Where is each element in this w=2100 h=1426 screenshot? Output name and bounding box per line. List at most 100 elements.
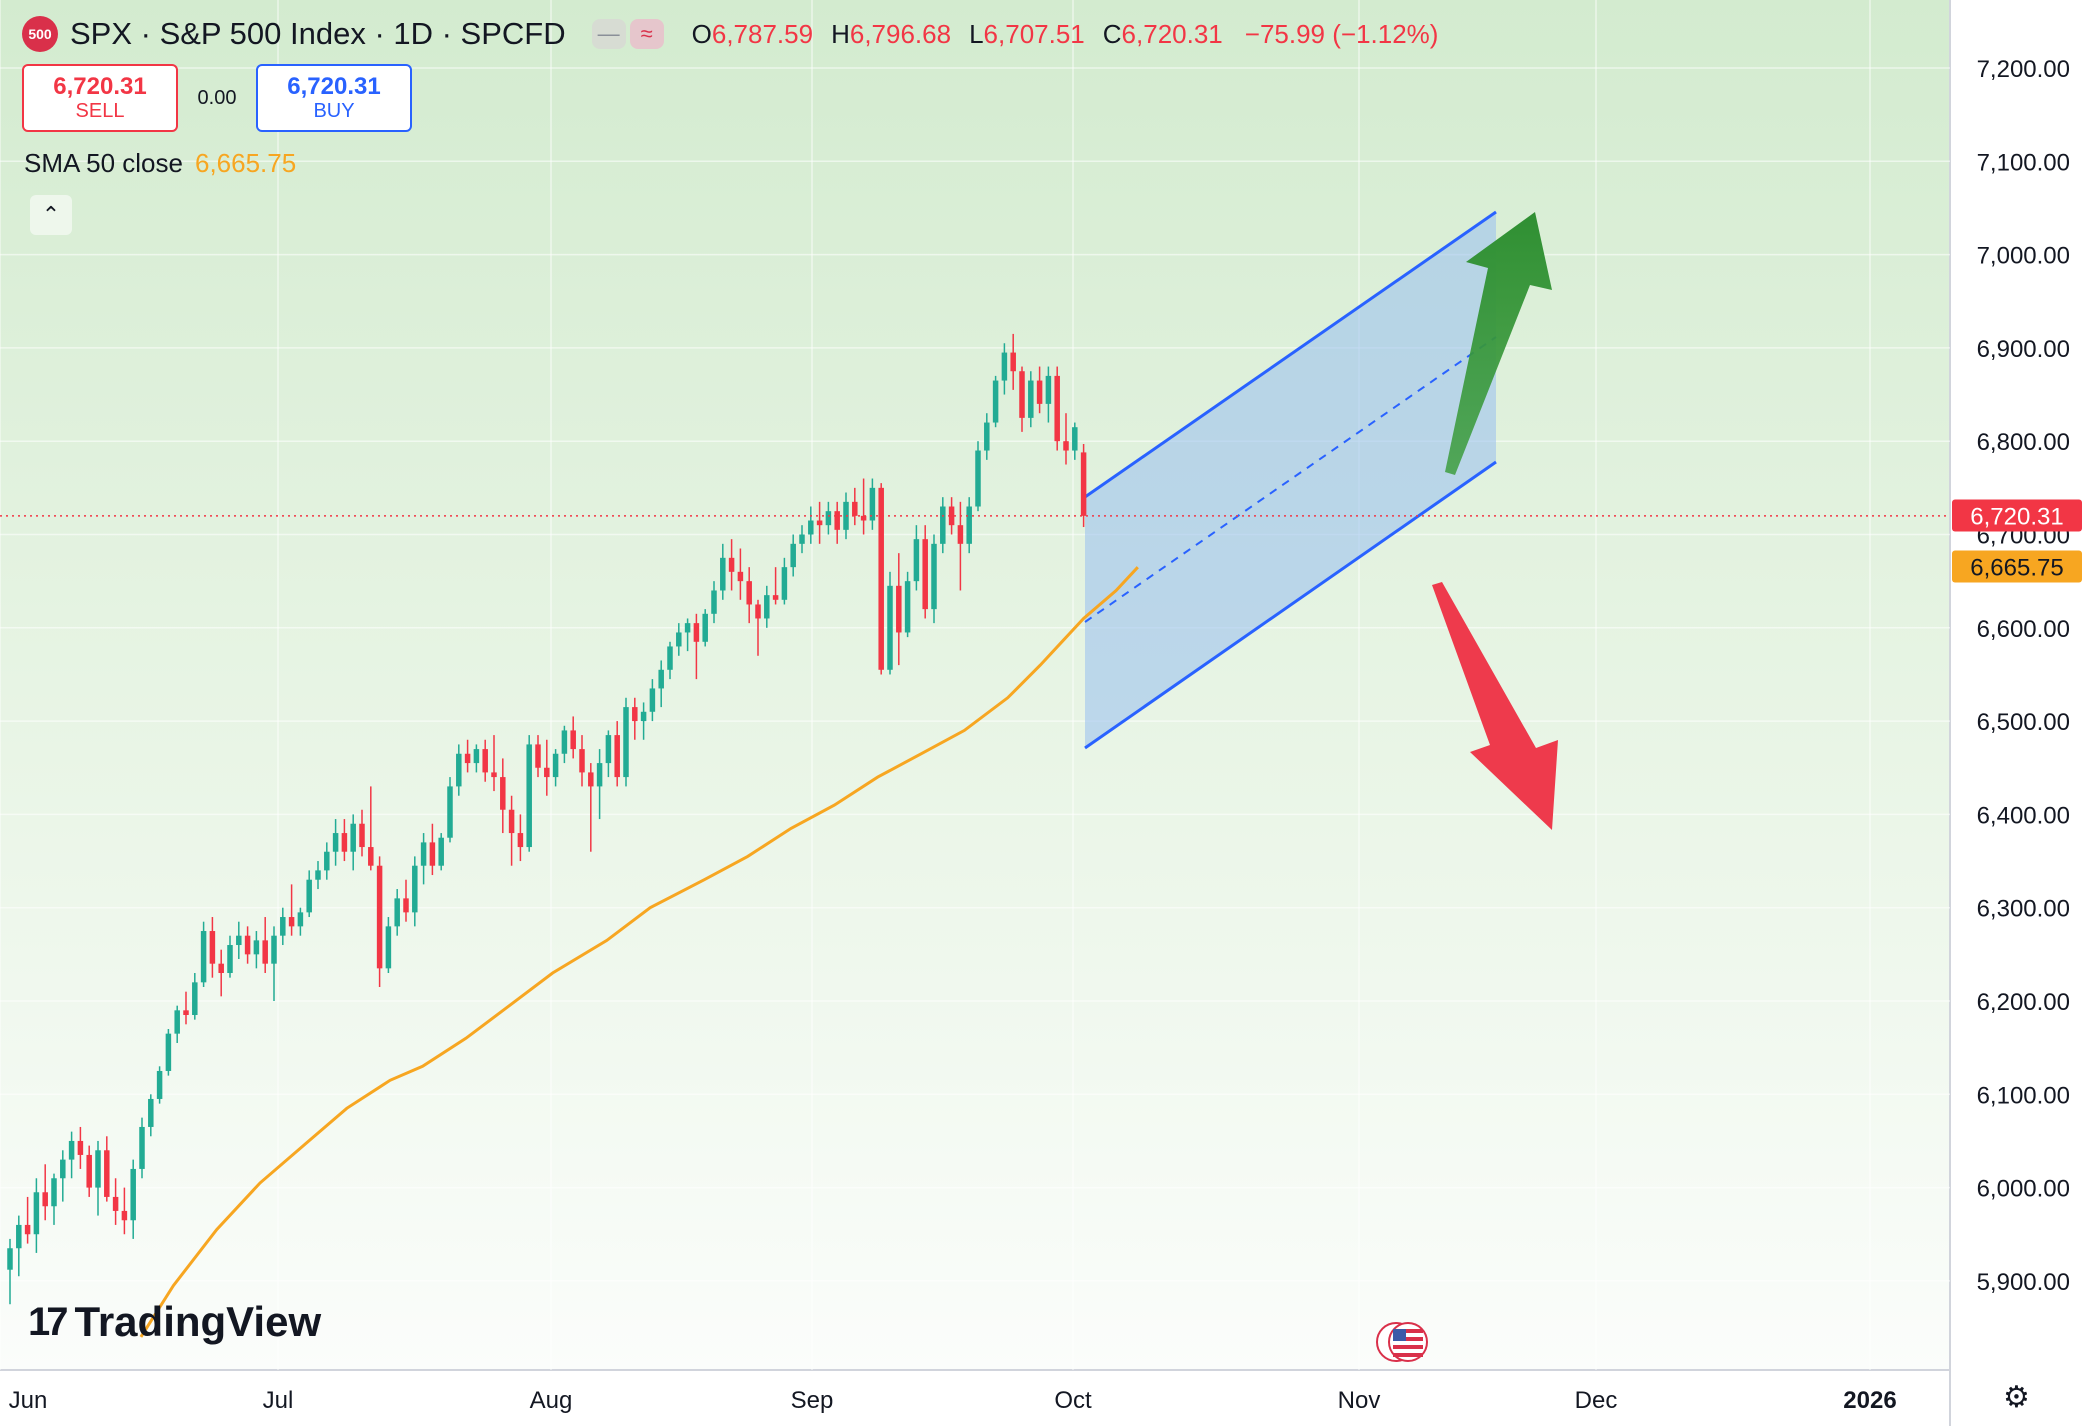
candle-body [438, 837, 444, 866]
us-flag-icon[interactable] [1376, 1320, 1428, 1364]
candle-body [209, 931, 216, 964]
candle-body [368, 847, 374, 866]
tradingview-logo[interactable]: 17 TradingView [28, 1298, 321, 1346]
candle-body [1036, 380, 1043, 404]
candle [280, 907, 286, 946]
candle [878, 483, 884, 675]
up-arrow-icon [1445, 212, 1552, 475]
candle-body [429, 842, 436, 866]
candle-body [658, 669, 664, 689]
candle-body [790, 543, 796, 568]
candle [632, 697, 638, 740]
candle-body [315, 870, 321, 880]
minus-icon[interactable]: — [591, 19, 626, 49]
candle-body [271, 935, 277, 964]
candle [948, 497, 955, 535]
candle [676, 623, 682, 656]
candle-body [244, 935, 251, 955]
sync-icon[interactable]: ≈ [629, 19, 664, 49]
settings-gear-icon[interactable]: ⚙ [2003, 1381, 2030, 1414]
candle [1010, 333, 1016, 390]
candle [614, 721, 620, 787]
candle [253, 931, 260, 969]
candle-body [500, 777, 506, 810]
candle-body [966, 506, 972, 544]
candle [746, 567, 752, 624]
candle-body [288, 917, 295, 927]
candle-body [517, 833, 524, 848]
candle-body [183, 1010, 189, 1015]
candle-body [86, 1154, 92, 1188]
candle [112, 1178, 119, 1225]
candle [517, 814, 524, 862]
candle-body [51, 1178, 57, 1207]
candlestick-series[interactable] [7, 333, 1087, 1305]
candle-body [1010, 352, 1016, 372]
candle [992, 375, 999, 428]
spx-logo-icon[interactable]: 500 [22, 16, 58, 52]
candle [984, 413, 990, 460]
forecast-arrows[interactable] [1432, 212, 1558, 830]
candle-body [280, 917, 286, 936]
price-tick-label: 7,200.00 [1977, 56, 2070, 83]
sell-button[interactable]: 6,720.31 SELL [22, 64, 178, 132]
candle [209, 917, 216, 978]
ohlc-open: O6,787.59 [691, 18, 814, 49]
candle-body [508, 809, 515, 834]
price-axis-labels: 7,200.00 7,100.00 7,000.00 6,900.00 6,800.00… [1977, 56, 2070, 1296]
sma-value-badge-bg [1952, 550, 2082, 583]
candle-body [922, 539, 928, 610]
candle [16, 1215, 22, 1277]
candle-body [878, 487, 884, 670]
candle [368, 786, 374, 871]
candle [60, 1150, 66, 1202]
candle-body [1001, 352, 1008, 381]
trade-buttons: 6,720.31 SELL 0.00 6,720.31 BUY [22, 64, 412, 132]
candle [579, 735, 585, 787]
candle-body [174, 1010, 180, 1034]
candle-body [632, 707, 638, 722]
candle [957, 501, 964, 591]
candle-body [192, 982, 198, 1015]
candle [183, 991, 189, 1025]
sma-legend[interactable]: SMA 50 close 6,665.75 [24, 148, 296, 179]
candle [526, 735, 532, 852]
time-axis-labels: Jun Jul Aug Sep Oct Nov Dec 2026 [9, 1387, 1897, 1414]
sell-label: SELL [75, 100, 125, 123]
candle-body [482, 749, 488, 773]
candle-body [737, 571, 744, 582]
candle-body [588, 772, 594, 787]
candle-body [200, 931, 207, 983]
regression-channel[interactable] [1084, 210, 1497, 750]
candle [808, 506, 814, 544]
candle-body [816, 520, 823, 526]
candle [491, 735, 497, 792]
candle [262, 917, 268, 974]
candle-body [42, 1192, 48, 1207]
candle-body [341, 833, 348, 852]
candle [482, 739, 488, 782]
chevron-up-icon[interactable]: ⌃ [30, 195, 72, 235]
symbol-title[interactable]: SPX · S&P 500 Index · 1D · SPCFD [70, 16, 566, 51]
candle-body [253, 940, 260, 955]
candle-body [746, 581, 752, 605]
candle [394, 889, 400, 936]
candle-body [975, 450, 981, 507]
time-tick-label: 2026 [1843, 1387, 1896, 1414]
candle [799, 525, 805, 554]
candle [781, 557, 788, 605]
candle [297, 907, 304, 936]
candle-body [552, 753, 559, 778]
time-tick-label: Dec [1575, 1387, 1618, 1414]
buy-button[interactable]: 6,720.31 BUY [256, 64, 412, 132]
candle-body [165, 1033, 172, 1071]
candle [544, 739, 550, 796]
candle [438, 833, 444, 871]
price-tick-label: 6,200.00 [1977, 989, 2070, 1016]
candle [244, 926, 251, 964]
candle-body [376, 865, 383, 969]
time-tick-label: Oct [1054, 1387, 1092, 1414]
price-axis-background [1950, 0, 2100, 1426]
